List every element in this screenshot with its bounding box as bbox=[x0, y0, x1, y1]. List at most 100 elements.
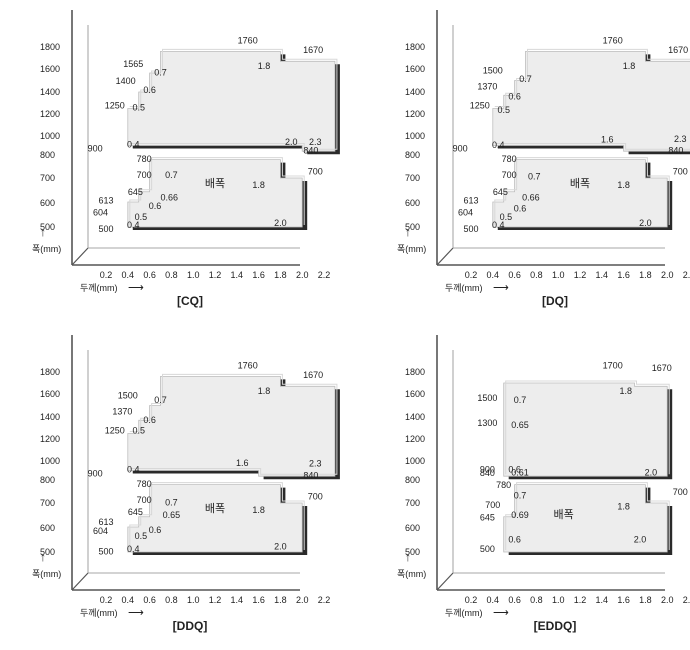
x-tick-label: 0.8 bbox=[530, 595, 543, 605]
data-label: 500 bbox=[98, 224, 113, 234]
data-label: 1.8 bbox=[623, 61, 636, 71]
x-axis-title: 두께(mm) bbox=[80, 608, 118, 618]
data-label: 645 bbox=[493, 187, 508, 197]
y-tick-label: 700 bbox=[405, 498, 420, 508]
data-label: 1370 bbox=[112, 407, 132, 417]
region-lower-bevel bbox=[494, 157, 670, 225]
x-tick-label: 1.8 bbox=[639, 270, 652, 280]
x-tick-label: 1.6 bbox=[617, 595, 630, 605]
region-upper bbox=[503, 382, 668, 477]
data-label: 840 bbox=[303, 471, 318, 481]
x-tick-label: 0.6 bbox=[508, 270, 521, 280]
data-label: 0.7 bbox=[519, 74, 532, 84]
data-label: 840 bbox=[480, 468, 495, 478]
data-label: 500 bbox=[463, 224, 478, 234]
x-tick-label: 1.6 bbox=[252, 595, 265, 605]
data-label: 1.8 bbox=[252, 180, 265, 190]
chart-title: [DDQ] bbox=[173, 619, 208, 633]
y-axis-arrow: ↑ bbox=[405, 225, 411, 239]
y-tick-label: 700 bbox=[40, 173, 55, 183]
x-tick-label: 2.0 bbox=[296, 595, 309, 605]
data-label: 0.66 bbox=[160, 193, 178, 203]
data-label: 0.7 bbox=[514, 395, 527, 405]
y-tick-label: 1000 bbox=[40, 131, 60, 141]
data-label: 0.4 bbox=[492, 140, 505, 150]
data-label: 604 bbox=[93, 526, 108, 536]
y-tick-label: 700 bbox=[40, 498, 55, 508]
data-label: 2.0 bbox=[639, 218, 652, 228]
data-label: 0.4 bbox=[492, 220, 505, 230]
data-label: 0.4 bbox=[127, 139, 140, 149]
x-tick-label: 1.6 bbox=[252, 270, 265, 280]
data-label: 2.0 bbox=[645, 467, 658, 477]
data-label: 500 bbox=[98, 546, 113, 556]
data-label: 0.5 bbox=[135, 212, 148, 222]
region-lower-bevel bbox=[129, 482, 305, 550]
y-tick-label: 600 bbox=[40, 198, 55, 208]
y-axis-arrow: ↑ bbox=[40, 225, 46, 239]
data-label: 배폭 bbox=[570, 177, 590, 190]
y-tick-label: 500 bbox=[405, 222, 420, 232]
x-tick-label: 0.8 bbox=[165, 270, 178, 280]
data-label: 604 bbox=[458, 207, 473, 217]
y-tick-label: 1400 bbox=[40, 412, 60, 422]
x-axis-arrow: ⟶ bbox=[493, 607, 509, 619]
data-label: 700 bbox=[308, 167, 323, 177]
data-label: 0.4 bbox=[127, 464, 140, 474]
data-label: 900 bbox=[88, 469, 103, 479]
data-label: 2.0 bbox=[285, 137, 298, 147]
x-tick-label: 1.8 bbox=[274, 270, 287, 280]
y-tick-label: 800 bbox=[405, 475, 420, 485]
x-tick-label: 1.0 bbox=[187, 270, 200, 280]
data-label: 780 bbox=[137, 479, 152, 489]
x-tick-label: 1.4 bbox=[231, 270, 244, 280]
chart-2: 500 600 700 800 1000 1200 1400 1600 1800 0.2 0.4 0.… bbox=[32, 335, 340, 633]
data-label: 1.8 bbox=[620, 386, 633, 396]
y-tick-label: 500 bbox=[40, 222, 55, 232]
x-axis-arrow: ⟶ bbox=[128, 607, 144, 619]
x-axis-title: 두께(mm) bbox=[445, 283, 483, 293]
y-tick-label: 1600 bbox=[40, 64, 60, 74]
data-label: 645 bbox=[128, 187, 143, 197]
x-tick-label: 1.0 bbox=[552, 595, 565, 605]
x-tick-label: 1.2 bbox=[209, 595, 222, 605]
data-label: 배폭 bbox=[205, 177, 225, 190]
y-tick-label: 1200 bbox=[40, 109, 60, 119]
x-tick-label: 0.4 bbox=[122, 595, 135, 605]
region-upper-bevel bbox=[505, 380, 670, 475]
data-label: 613 bbox=[463, 195, 478, 205]
x-tick-label: 0.4 bbox=[122, 270, 135, 280]
data-label: 0.61 bbox=[511, 468, 529, 478]
data-label: 0.6 bbox=[508, 534, 521, 544]
region-upper-bevel bbox=[129, 48, 338, 150]
x-tick-label: 0.2 bbox=[100, 270, 113, 280]
y-tick-label: 600 bbox=[405, 198, 420, 208]
x-tick-label: 2.2 bbox=[683, 270, 690, 280]
data-label: 0.6 bbox=[143, 85, 156, 95]
y-tick-label: 1400 bbox=[405, 412, 425, 422]
data-label: 1.8 bbox=[617, 501, 630, 511]
depth-edge bbox=[436, 247, 454, 266]
data-label: 0.7 bbox=[528, 171, 541, 181]
data-label: 1250 bbox=[105, 426, 125, 436]
y-tick-label: 800 bbox=[405, 150, 420, 160]
depth-edge bbox=[71, 247, 89, 266]
data-label: 700 bbox=[502, 170, 517, 180]
data-label: 0.5 bbox=[500, 212, 513, 222]
x-axis-arrow: ⟶ bbox=[493, 282, 509, 294]
x-tick-label: 2.2 bbox=[683, 595, 690, 605]
x-tick-label: 0.2 bbox=[465, 270, 478, 280]
data-label: 1250 bbox=[470, 101, 490, 111]
x-tick-label: 0.6 bbox=[143, 270, 156, 280]
data-label: 1670 bbox=[303, 45, 323, 55]
data-label: 613 bbox=[98, 517, 113, 527]
y-tick-label: 600 bbox=[405, 523, 420, 533]
data-label: 900 bbox=[88, 144, 103, 154]
data-label: 1.8 bbox=[258, 61, 271, 71]
x-axis-title: 두께(mm) bbox=[445, 608, 483, 618]
data-label: 0.6 bbox=[508, 92, 521, 102]
data-label: 0.4 bbox=[127, 544, 140, 554]
data-label: 613 bbox=[98, 195, 113, 205]
